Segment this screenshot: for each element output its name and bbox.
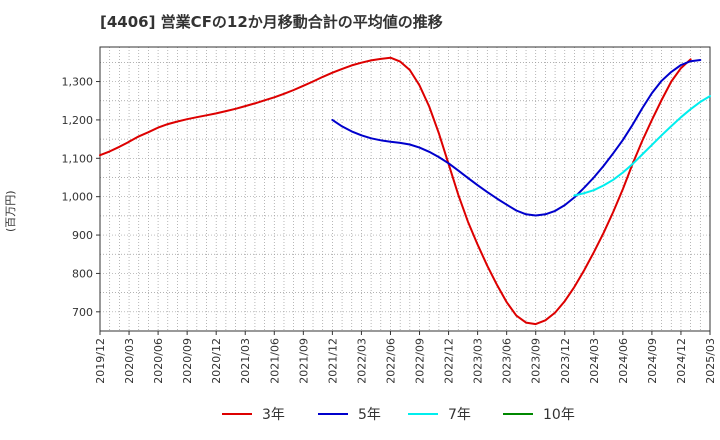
- plot-frame: [99, 46, 711, 332]
- y-tick-label: 1,200: [62, 114, 94, 127]
- x-tick-label: 2022/03: [355, 338, 368, 384]
- legend-swatch: [503, 413, 533, 415]
- x-tick-label: 2020/03: [123, 338, 136, 384]
- legend-label: 7年: [448, 407, 471, 423]
- x-tick-label: 2019/12: [94, 338, 107, 384]
- x-tick-label: 2022/09: [414, 338, 427, 384]
- x-tick-label: 2022/06: [384, 338, 397, 384]
- y-tick-label: 700: [72, 306, 93, 319]
- x-tick-label: 2020/06: [152, 338, 165, 384]
- x-tick-label: 2022/12: [443, 338, 456, 384]
- x-tick-label: 2023/03: [472, 338, 485, 384]
- x-tick-label: 2021/09: [297, 338, 310, 384]
- line-chart: 700 800 900 1,000 1,100 1,200 1,300 2019/12 2020…: [62, 46, 717, 384]
- legend-item: 3年: [222, 400, 285, 428]
- x-tick-label: 2021/03: [239, 338, 252, 384]
- y-tick-label: 800: [72, 267, 93, 280]
- y-tick-label: 1,100: [62, 152, 94, 165]
- series-line-7年: [573, 95, 711, 197]
- x-tick-label: 2024/03: [588, 338, 601, 384]
- x-tick-label: 2021/06: [268, 338, 281, 384]
- legend-item: 10年: [503, 400, 575, 428]
- y-tick-label: 900: [72, 229, 93, 242]
- legend-label: 3年: [262, 407, 285, 423]
- series-line-3年: [99, 56, 692, 326]
- plot-area: [100, 47, 710, 331]
- x-tick-label: 2020/09: [181, 338, 194, 384]
- legend-label: 10年: [543, 407, 575, 423]
- x-tick-label: 2020/12: [210, 338, 223, 384]
- legend-item: 5年: [318, 400, 381, 428]
- y-tick-label: 1,300: [62, 76, 94, 89]
- x-tick-label: 2025/03: [704, 338, 717, 384]
- x-tick-label: 2024/09: [646, 338, 659, 384]
- legend-label: 5年: [358, 407, 381, 423]
- x-tick-label: 2023/06: [501, 338, 514, 384]
- x-tick-label: 2024/06: [617, 338, 630, 384]
- x-tick-label: 2024/12: [675, 338, 688, 384]
- x-tick-label: 2023/12: [559, 338, 572, 384]
- x-tick-label: 2023/09: [530, 338, 543, 384]
- x-tick-label: 2021/12: [326, 338, 339, 384]
- chart-title: [4406] 営業CFの12か月移動合計の平均値の推移: [100, 13, 443, 31]
- y-tick-label: 1,000: [62, 191, 94, 204]
- series-line-5年: [331, 59, 702, 217]
- legend-swatch: [222, 413, 252, 415]
- legend-swatch: [318, 413, 348, 415]
- legend-swatch: [408, 413, 438, 415]
- legend-item: 7年: [408, 400, 471, 428]
- legend: 3年 5年 7年 10年: [0, 400, 720, 428]
